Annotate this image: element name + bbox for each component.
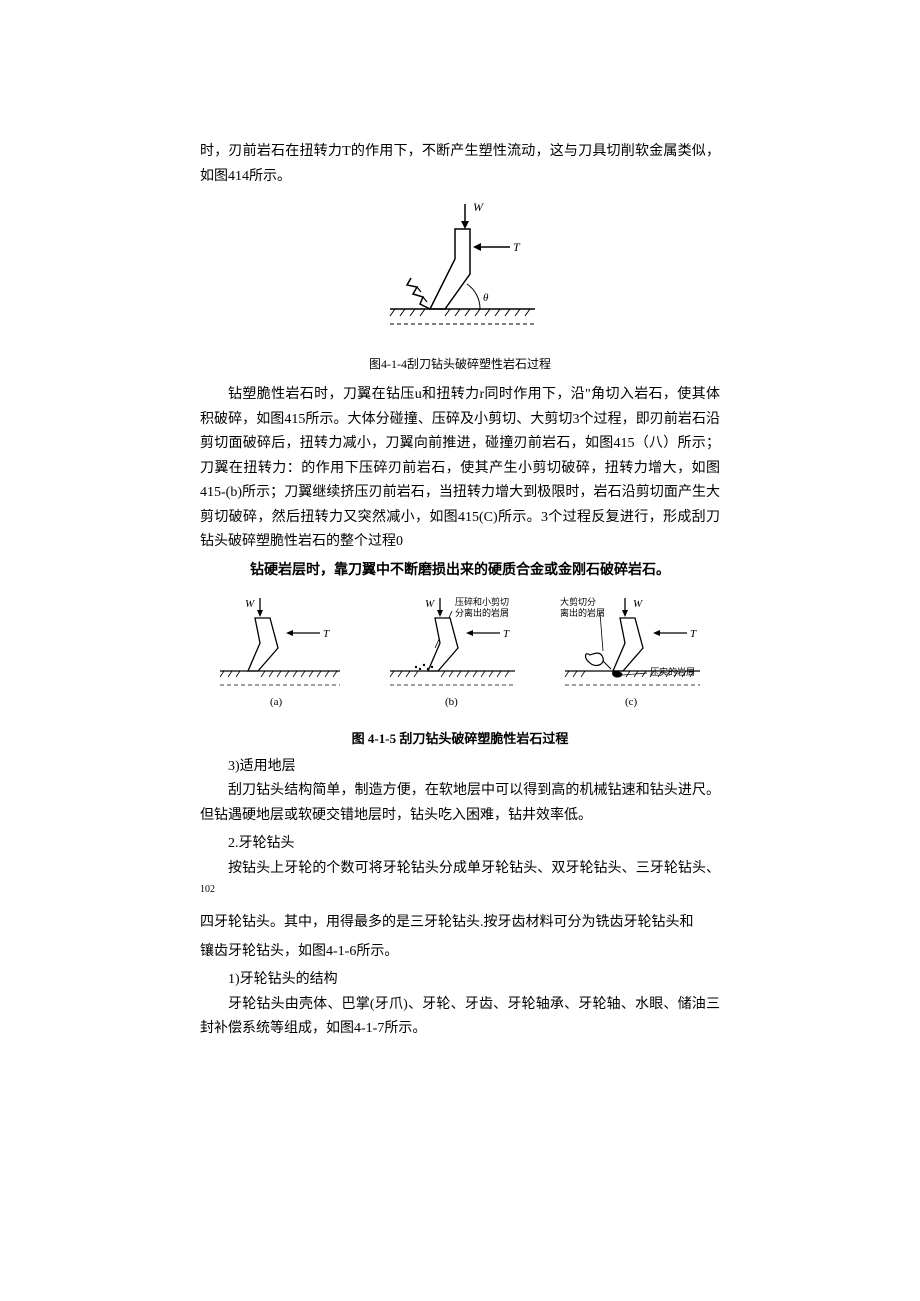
svg-text:θ: θ: [483, 292, 489, 304]
paragraph-3: 刮刀钻头结构简单，制造方便，在软地层中可以得到高的机械钻速和钻头进尺。但钻遇硬地…: [200, 779, 720, 828]
paragraph-4c: 镶齿牙轮钻头，如图4-1-6所示。: [200, 940, 720, 965]
bold-statement: 钻硬岩层时，靠刀翼中不断磨损出来的硬质合金或金刚石破碎岩石。: [200, 559, 720, 584]
svg-text:离出的岩屑: 离出的岩屑: [560, 607, 605, 618]
paragraph-2: 钻塑脆性岩石时，刀翼在钻压u和扭转力r同时作用下，沿"角切入岩石，使其体积破碎，…: [200, 383, 720, 555]
paragraph-4: 按钻头上牙轮的个数可将牙轮钻头分成单牙轮钻头、双牙轮钻头、三牙轮钻头、 102: [200, 857, 720, 908]
figure-4-1-5-caption: 图 4-1-5 刮刀钻头破碎塑脆性岩石过程: [200, 728, 720, 751]
svg-text:T: T: [690, 628, 697, 640]
svg-text:(b): (b): [445, 696, 458, 708]
figure-4-1-5: W T (a) W T 压碎: [200, 593, 720, 718]
svg-text:(c): (c): [625, 696, 638, 708]
para4-superscript: 102: [200, 884, 215, 895]
section-5-title: 1)牙轮钻头的结构: [200, 968, 720, 993]
svg-text:W: W: [245, 598, 255, 610]
svg-text:(a): (a): [270, 696, 283, 708]
svg-text:T: T: [323, 628, 330, 640]
svg-text:分离出的岩屑: 分离出的岩屑: [455, 607, 509, 618]
paragraph-5: 牙轮钻头由壳体、巴掌(牙爪)、牙轮、牙齿、牙轮轴承、牙轮轴、水眼、储油三封补偿系…: [200, 993, 720, 1042]
svg-text:T: T: [513, 240, 521, 254]
para4-part-a: 按钻头上牙轮的个数可将牙轮钻头分成单牙轮钻头、双牙轮钻头、三牙轮钻头、: [228, 861, 720, 876]
figure-4-1-4-svg: W T θ: [375, 199, 545, 344]
svg-text:W: W: [425, 598, 435, 610]
figure-4-1-5-svg: W T (a) W T 压碎: [210, 593, 710, 718]
svg-text:W: W: [633, 598, 643, 610]
figure-4-1-4: W T θ: [200, 199, 720, 344]
svg-text:W: W: [473, 200, 484, 214]
svg-text:大剪切分: 大剪切分: [560, 596, 596, 607]
paragraph-4b: 四牙轮钻头。其中，用得最多的是三牙轮钻头.按牙齿材料可分为铣齿牙轮钻头和: [200, 911, 720, 936]
svg-text:压碎和小剪切: 压碎和小剪切: [455, 596, 509, 607]
figure-4-1-4-caption: 图4-1-4刮刀钻头破碎塑性岩石过程: [200, 354, 720, 375]
svg-text:T: T: [503, 628, 510, 640]
paragraph-1: 时，刃前岩石在扭转力T的作用下，不断产生塑性流动，这与刀具切削软金属类似，如图4…: [200, 140, 720, 189]
section-3-title: 3)适用地层: [200, 755, 720, 780]
section-4-title: 2.牙轮钻头: [200, 832, 720, 857]
